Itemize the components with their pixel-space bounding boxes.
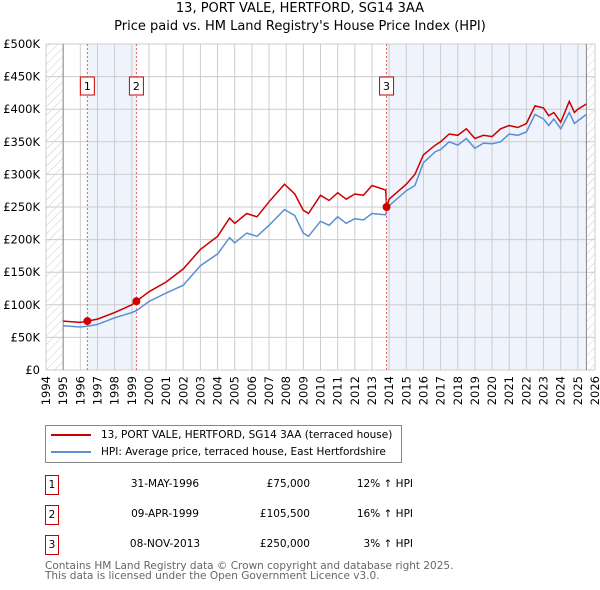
transaction-date: 08-NOV-2013	[129, 538, 201, 550]
sale-label: 3	[383, 80, 390, 93]
x-tick-label: 2014	[382, 376, 396, 405]
x-tick-label: 2017	[434, 376, 448, 405]
sale-point	[382, 203, 391, 211]
legend-item-property: 13, PORT VALE, HERTFORD, SG14 3AA (terra…	[51, 427, 392, 443]
y-tick-label: £0	[25, 363, 40, 377]
legend-swatch-property	[51, 434, 91, 436]
x-tick-label: 2005	[228, 376, 242, 405]
y-tick-label: £350K	[3, 135, 40, 149]
x-tick-label: 2002	[176, 376, 190, 405]
x-tick-label: 2022	[519, 376, 533, 405]
sale-label-box	[379, 76, 395, 96]
legend: 13, PORT VALE, HERTFORD, SG14 3AA (terra…	[45, 425, 402, 463]
transaction-row: 3 08-NOV-2013 £250,000 3% ↑ HPI	[45, 535, 413, 555]
transaction-number: 3	[45, 535, 59, 555]
transaction-hpi: 3% ↑ HPI	[363, 538, 413, 550]
x-tick-label: 2010	[314, 376, 328, 405]
chart-title: 13, PORT VALE, HERTFORD, SG14 3AA	[175, 1, 425, 16]
x-tick-label: 2021	[502, 376, 516, 405]
transaction-price: £250,000	[259, 538, 310, 550]
sale-label: 1	[84, 80, 91, 93]
transaction-price: £105,500	[259, 508, 310, 520]
x-tick-label: 2023	[537, 376, 551, 405]
y-tick-label: £150K	[3, 265, 40, 279]
sale-label-box	[128, 76, 144, 96]
transaction-row: 2 09-APR-1999 £105,500 16% ↑ HPI	[45, 505, 413, 525]
sale-point	[83, 317, 92, 326]
x-tick-label: 2012	[348, 376, 362, 405]
x-tick-label: 2015	[399, 376, 413, 405]
y-tick-label: £500K	[3, 37, 40, 51]
legend-label-property: 13, PORT VALE, HERTFORD, SG14 3AA (terra…	[101, 429, 393, 441]
x-tick-label: 2006	[245, 376, 259, 405]
x-tick-label: 2001	[159, 376, 173, 405]
footer-copyright: Contains HM Land Registry data © Crown c…	[45, 560, 454, 572]
x-tick-label: 2004	[211, 376, 225, 405]
x-tick-label: 2026	[588, 376, 600, 405]
x-tick-label: 1994	[39, 376, 53, 405]
transaction-number: 1	[45, 475, 59, 495]
x-tick-label: 2020	[485, 376, 499, 405]
x-tick-label: 2009	[296, 376, 310, 405]
sale-point	[132, 297, 141, 306]
x-tick-label: 2008	[279, 376, 293, 405]
transaction-row: 1 31-MAY-1996 £75,000 12% ↑ HPI	[45, 475, 413, 495]
x-tick-label: 1997	[90, 376, 104, 405]
transaction-date: 09-APR-1999	[131, 508, 199, 520]
y-tick-label: £50K	[11, 330, 41, 344]
transaction-date: 31-MAY-1996	[130, 478, 200, 490]
hpi-line	[63, 110, 587, 328]
x-tick-label: 1999	[125, 376, 139, 405]
legend-swatch-hpi	[51, 451, 91, 453]
chart-subtitle: Price paid vs. HM Land Registry's House …	[114, 19, 486, 34]
x-tick-label: 2013	[365, 376, 379, 405]
x-tick-label: 2025	[571, 376, 585, 405]
x-tick-label: 2011	[331, 376, 345, 405]
x-tick-label: 2007	[262, 376, 276, 405]
sale-label: 2	[133, 80, 140, 93]
y-tick-label: £300K	[3, 167, 40, 181]
legend-item-hpi: HPI: Average price, terraced house, East…	[51, 444, 386, 460]
transaction-price: £75,000	[266, 478, 310, 490]
y-tick-label: £250K	[3, 200, 40, 214]
x-tick-label: 1995	[56, 376, 70, 405]
transaction-hpi: 16% ↑ HPI	[356, 508, 413, 520]
x-tick-label: 2019	[468, 376, 482, 405]
transaction-number: 2	[45, 505, 59, 525]
transaction-hpi: 12% ↑ HPI	[356, 478, 413, 490]
footer-licence: This data is licensed under the Open Gov…	[45, 570, 380, 582]
y-tick-label: £400K	[3, 102, 40, 116]
sale-label-box	[79, 76, 95, 96]
legend-label-hpi: HPI: Average price, terraced house, East…	[101, 446, 386, 458]
x-tick-label: 2000	[142, 376, 156, 405]
x-tick-label: 1996	[73, 376, 87, 405]
y-tick-label: £450K	[3, 70, 40, 84]
property-price-line	[63, 99, 587, 324]
x-tick-label: 2016	[416, 376, 430, 405]
x-tick-label: 2024	[554, 376, 568, 405]
x-tick-label: 2018	[451, 376, 465, 405]
y-tick-label: £200K	[3, 233, 40, 247]
x-tick-label: 1998	[108, 376, 122, 405]
y-tick-label: £100K	[3, 298, 40, 312]
x-tick-label: 2003	[193, 376, 207, 405]
